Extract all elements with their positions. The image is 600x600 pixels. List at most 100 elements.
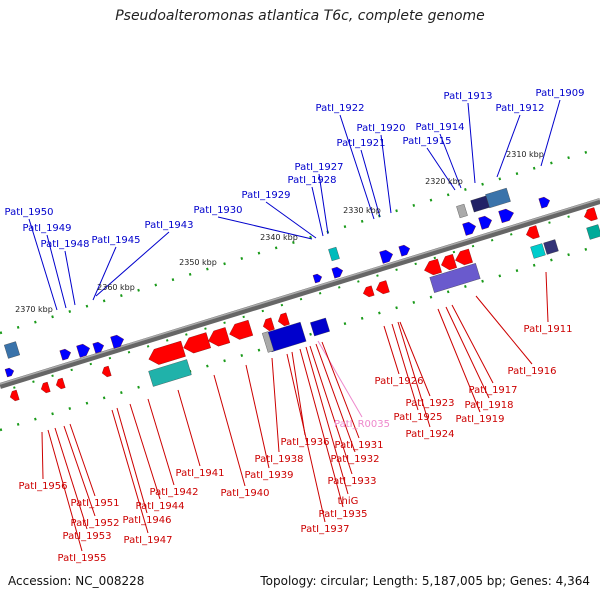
guide-lines [0,146,600,432]
reverse-gene-arrow [4,367,15,378]
lower-gene-box [543,239,559,255]
top-gene-label: PatI_1948 [40,239,89,250]
top-gene-label: PatI_1914 [415,122,464,133]
bottom-label-leader [321,341,360,439]
bottom-gene-label: PatI_1911 [523,324,572,335]
bottom-gene-label: PatI_1919 [455,414,504,425]
bottom-gene-label: PatI_1953 [62,531,111,542]
bottom-gene-label: PatI_R0035 [334,419,390,430]
bottom-label-leader [545,271,549,323]
top-label-leader [318,173,329,235]
bottom-label-leader [41,431,44,480]
top-label-leader [339,114,375,220]
top-label-leader [467,102,476,184]
map-title: Pseudoalteromonas atlantica T6c, complet… [115,8,485,24]
bottom-label-leader [111,409,149,534]
kbp-tick-label: 2340 kbp [260,233,298,242]
top-gene-label: PatI_1915 [402,136,451,147]
label-leaders [28,99,561,552]
top-gene-label: PatI_1909 [535,88,584,99]
top-gene-label: PatI_1912 [495,103,544,114]
backbone-highlight [0,198,600,385]
upper-gene-box [485,187,511,209]
upper-gene-box [470,195,490,213]
top-label-leader [217,216,313,240]
bottom-label-leader [475,295,533,365]
forward-gene-arrow [263,317,275,332]
bottom-gene-label: PatI_1923 [405,398,454,409]
kbp-ticks: 2310 kbp 2320 kbp 2330 kbp 2340 kbp 2350 kbp… [15,150,544,314]
bottom-label-leader [291,351,306,436]
top-label-leader [380,134,392,214]
forward-gene-arrow [183,332,211,354]
bottom-label-leader [271,357,280,453]
gene-features [4,187,600,402]
backbone-line [0,198,600,389]
upper-gene-box [456,203,468,219]
forward-gene-arrow [148,340,186,365]
bottom-gene-label: PatI_1947 [123,535,172,546]
bottom-gene-label: PatI_1925 [393,412,442,423]
upper-gene-box [328,246,340,262]
bottom-gene-label: PatI_1944 [135,501,184,512]
top-gene-label: PatI_1929 [241,190,290,201]
bottom-label-leader [451,304,494,384]
top-label-leader [265,201,317,239]
kbp-tick-label: 2360 kbp [97,283,135,292]
kbp-tick-label: 2330 kbp [343,206,381,215]
bottom-gene-label: PatI_1952 [70,518,119,529]
top-label-leader [95,231,170,297]
forward-gene-arrow [10,389,20,402]
bottom-label-leader [147,398,175,486]
kbp-tick-label: 2350 kbp [179,258,217,267]
forward-gene-arrow [102,365,112,378]
bottom-label-leader [437,308,481,413]
upper-gene-box [4,341,20,359]
top-gene-label: PatI_1922 [315,103,364,114]
middle-guide-line [0,206,600,393]
lower-gene-box [148,359,192,387]
top-label-leader [496,114,521,178]
upper-gene-box [261,331,275,353]
bottom-gene-label: PatI_1939 [244,470,293,481]
forward-gene-arrow [526,225,540,240]
reverse-gene-arrow [110,334,124,349]
bottom-label-leader [69,423,96,497]
top-label-leader [426,147,456,191]
bottom-label-leader [317,340,363,418]
bottom-label-leader [54,427,88,530]
top-label-leader [311,186,324,237]
bottom-label-leader [391,323,419,411]
bottom-label-leader [286,353,326,523]
top-gene-label: PatI_1930 [193,205,242,216]
forward-gene-arrow [208,327,231,347]
genome-backbone [0,198,600,389]
bottom-gene-label: PatI_1918 [464,400,513,411]
bottom-label-leader [47,429,83,552]
reverse-gene-arrow [538,196,550,209]
bottom-gene-label: PatI_1933 [327,476,376,487]
top-gene-label: PatI_1950 [4,207,53,218]
reverse-gene-arrow [398,244,410,257]
lower-gene-box [429,263,481,293]
bottom-gene-label: PatI_1955 [57,553,106,564]
top-gene-label: PatI_1949 [22,223,71,234]
reverse-gene-arrow [76,343,90,358]
bottom-gene-label: PatI_1932 [330,454,379,465]
forward-gene-arrow [41,381,51,394]
forward-gene-arrow [363,285,375,298]
forward-gene-arrow [455,248,473,266]
bottom-label-leader [309,345,353,475]
top-gene-label: PatI_1913 [443,91,492,102]
bottom-label-leader [305,346,349,495]
reverse-gene-arrow [59,348,71,361]
reverse-gene-arrow [331,266,343,279]
top-gene-label: PatI_1945 [91,235,140,246]
bottom-label-leader [383,325,400,375]
forward-gene-arrow [424,258,442,276]
bottom-label-leader [213,374,246,487]
bottom-label-leader [116,407,148,514]
bottom-gene-label: PatI_1940 [220,488,269,499]
forward-gene-arrow [229,319,254,340]
